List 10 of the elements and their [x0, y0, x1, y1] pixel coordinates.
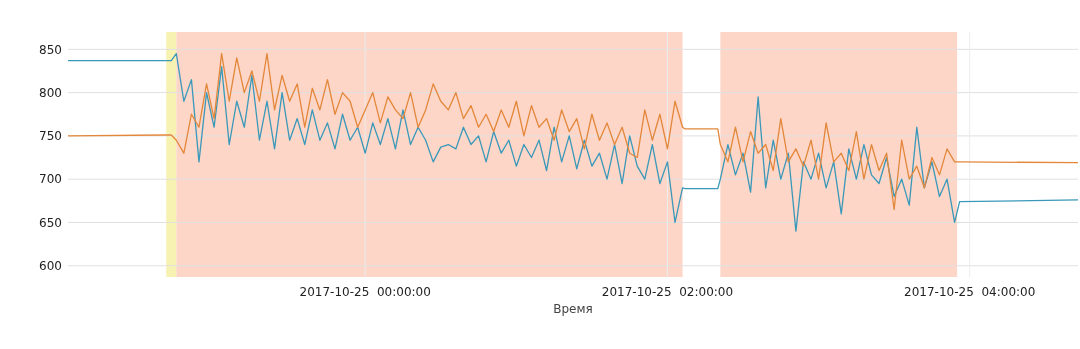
y-tick-label: 700 — [39, 172, 62, 187]
y-tick-label: 600 — [39, 258, 62, 273]
y-tick-label: 750 — [39, 129, 62, 144]
x-tick-label: 2017-10-25 00:00:00 — [299, 285, 431, 299]
x-tick-label: 2017-10-25 02:00:00 — [601, 285, 734, 299]
y-tick-label: 650 — [39, 215, 62, 230]
y-tick-label: 800 — [39, 85, 62, 100]
x-tick-label: 2017-10-25 04:00:00 — [904, 285, 1036, 299]
x-axis-title: Время — [553, 302, 593, 316]
y-tick-label: 850 — [39, 42, 62, 57]
